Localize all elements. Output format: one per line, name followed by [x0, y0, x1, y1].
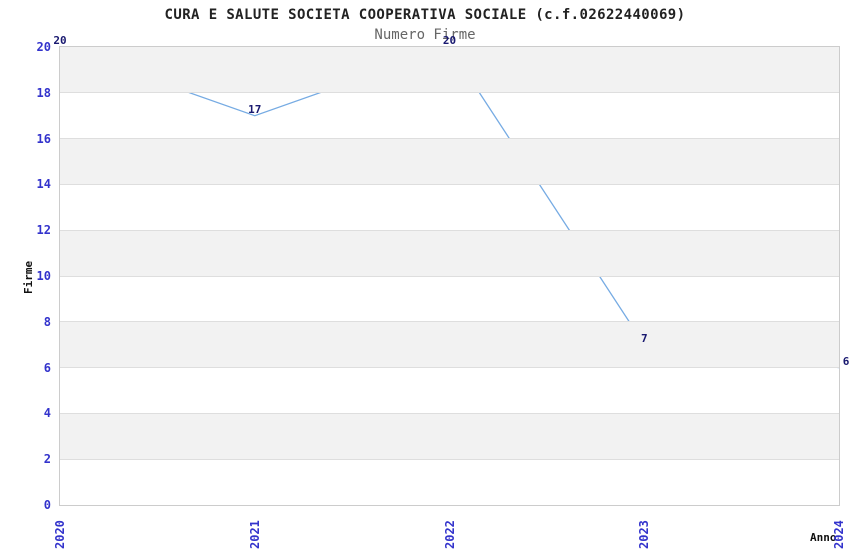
grid-line	[60, 92, 839, 94]
data-point-label: 20	[442, 34, 457, 47]
grid-band	[60, 230, 839, 276]
y-tick-label: 18	[36, 85, 51, 100]
data-point-label: 20	[53, 34, 67, 47]
grid-line	[60, 183, 839, 185]
chart-title: CURA E SALUTE SOCIETA COOPERATIVA SOCIAL…	[164, 7, 686, 23]
x-tick-label: 2020	[53, 520, 67, 549]
grid-line	[60, 321, 839, 323]
grid-band	[60, 138, 839, 185]
x-tick-label: 2022	[442, 520, 457, 549]
y-tick-label: 8	[43, 314, 51, 329]
y-tick-label: 20	[36, 40, 51, 54]
grid-band	[60, 47, 839, 93]
y-tick-label: 14	[36, 177, 51, 192]
x-tick-label: 2021	[247, 520, 262, 549]
grid-line	[60, 138, 839, 140]
x-tick-label: 2023	[637, 520, 652, 549]
grid-line	[60, 275, 839, 277]
x-tick-label: 2024	[832, 520, 846, 549]
plot-area	[59, 46, 840, 506]
grid-band	[60, 321, 839, 368]
grid-line	[60, 412, 839, 414]
grid-line	[60, 367, 839, 369]
y-tick-label: 0	[43, 498, 51, 512]
grid-line	[60, 229, 839, 231]
grid-band	[60, 413, 839, 460]
y-tick-label: 16	[36, 131, 51, 146]
grid-line	[60, 458, 839, 460]
data-point-label: 7	[640, 331, 648, 345]
data-point-label: 17	[248, 102, 262, 116]
trend-line	[60, 47, 839, 369]
data-point-label: 6	[842, 354, 850, 368]
y-tick-label: 10	[36, 269, 51, 283]
y-tick-label: 4	[43, 406, 51, 421]
chart-subtitle: Numero Firme	[374, 27, 476, 43]
y-tick-label: 12	[36, 223, 51, 238]
x-axis-title: Anno	[810, 531, 837, 544]
y-tick-label: 2	[43, 452, 51, 467]
y-tick-label: 6	[43, 360, 51, 375]
